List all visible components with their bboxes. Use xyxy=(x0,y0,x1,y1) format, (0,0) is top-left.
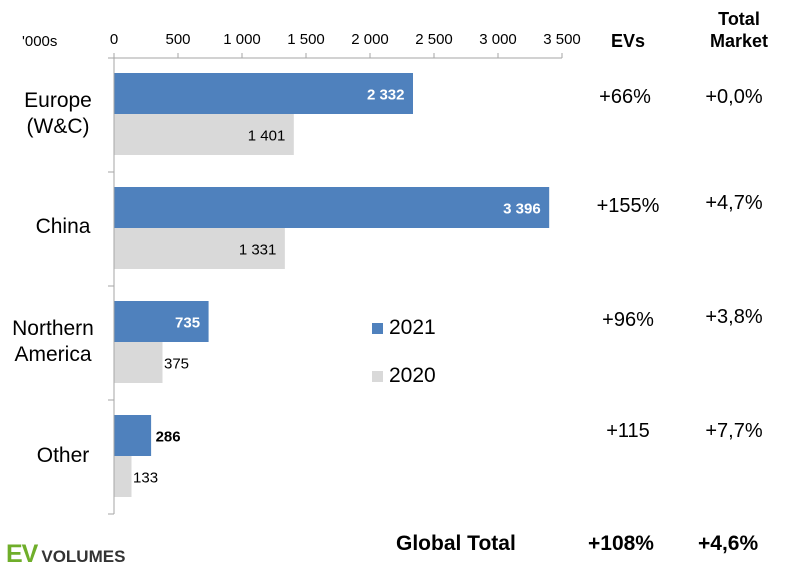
x-tick-label: 2 000 xyxy=(351,31,389,48)
legend-label-2020: 2020 xyxy=(389,364,436,387)
total-market-header-line2: Market xyxy=(709,31,769,51)
logo-ev-text: EV xyxy=(6,540,38,568)
legend-swatch-2021 xyxy=(372,322,383,334)
bar-2020 xyxy=(114,342,163,383)
evs-growth-other: +115 xyxy=(606,420,650,442)
category-label-china: China xyxy=(35,215,91,238)
evs-growth-northern-america: +96% xyxy=(602,309,654,331)
data-label-2021: 3 396 xyxy=(503,201,541,218)
bar-2021 xyxy=(114,187,550,228)
data-label-2020: 375 xyxy=(164,356,189,373)
category-label-northern-america: Northern America xyxy=(12,317,94,366)
total-market-growth-other: +7,7% xyxy=(705,420,763,442)
bar-2020 xyxy=(114,228,285,269)
total-market-growth-china: +4,7% xyxy=(705,192,763,214)
logo-volumes-text: VOLUMES xyxy=(41,547,126,566)
bar-2021 xyxy=(114,73,413,114)
evs-column-header: EVs xyxy=(610,31,646,51)
legend-item-2021: 2021 xyxy=(372,316,436,340)
data-label-2020: 133 xyxy=(133,470,158,487)
ev-volumes-logo: EV VOLUMES xyxy=(6,540,125,569)
legend-label-2021: 2021 xyxy=(389,316,436,339)
legend-item-2020: 2020 xyxy=(372,364,436,388)
x-tick-label: 3 000 xyxy=(479,31,517,48)
total-market-header-line1: Total xyxy=(718,9,760,29)
total-market-column-header: Total Market xyxy=(693,8,785,52)
x-tick-label: 1 500 xyxy=(287,31,325,48)
category-label-other: Other xyxy=(36,444,90,467)
data-label-2021: 286 xyxy=(156,429,181,446)
data-label-2020: 1 401 xyxy=(248,128,286,145)
total-market-growth-northern-america: +3,8% xyxy=(705,306,763,328)
bar-2021 xyxy=(114,301,209,342)
evs-growth-europe: +66% xyxy=(599,86,651,108)
evs-growth-china: +155% xyxy=(596,195,660,217)
bar-2020 xyxy=(114,114,294,155)
category-label-europe: Europe (W&C) xyxy=(24,89,92,138)
global-total-label: Global Total xyxy=(396,532,516,555)
bar-2020 xyxy=(114,456,132,497)
global-total-market: +4,6% xyxy=(698,532,759,555)
bar-2021 xyxy=(114,415,152,456)
x-tick-label: 2 500 xyxy=(415,31,453,48)
data-label-2020: 1 331 xyxy=(239,242,277,259)
x-tick-label: 0 xyxy=(110,31,118,48)
x-tick-label: 3 500 xyxy=(543,31,581,48)
data-label-2021: 2 332 xyxy=(367,87,405,104)
x-tick-label: 500 xyxy=(165,31,190,48)
data-label-2021: 735 xyxy=(175,315,200,332)
x-tick-label: 1 000 xyxy=(223,31,261,48)
legend-swatch-2020 xyxy=(372,370,383,382)
global-total-evs: +108% xyxy=(588,532,654,555)
total-market-growth-europe: +0,0% xyxy=(705,86,763,108)
unit-label: '000s xyxy=(22,33,58,50)
